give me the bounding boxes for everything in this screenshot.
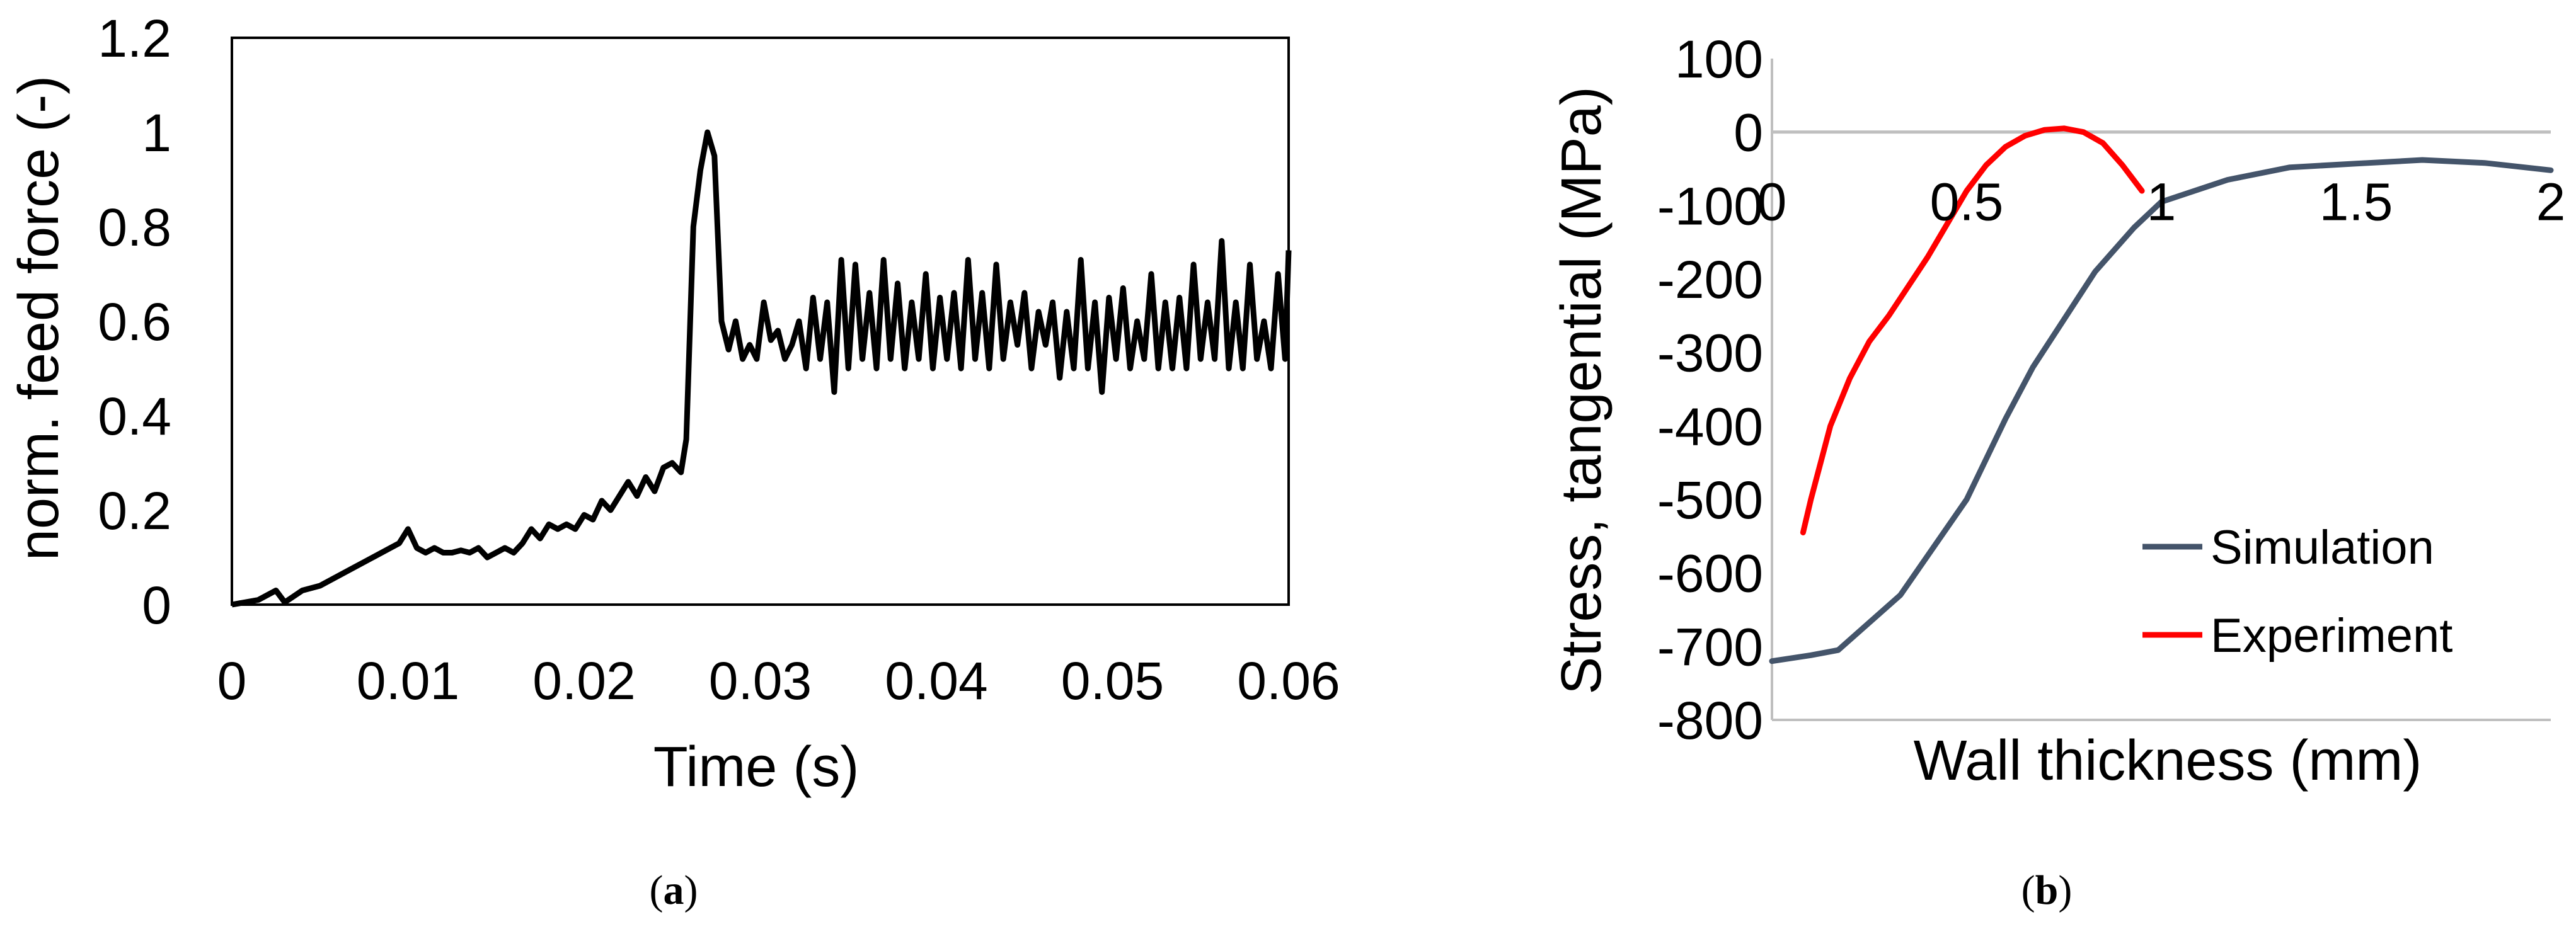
legend-simulation-label: Simulation	[2211, 521, 2434, 574]
chart-a-x-tick-label: 0.02	[532, 651, 636, 710]
chart-a-plot-area	[231, 37, 1292, 608]
chart-a-x-tick-label: 0.06	[1237, 651, 1340, 710]
chart-b-y-tick-label: 100	[1675, 30, 1763, 89]
chart-a-series-0-line	[231, 129, 1292, 608]
chart-b-x-ticks: 0 0.5 1 1.5 2	[1757, 173, 2566, 232]
chart-a-x-tick-label: 0.05	[1061, 651, 1164, 710]
chart-a-y-tick-label: 1	[142, 103, 171, 162]
chart-b-plot-area	[1769, 59, 2554, 721]
chart-a-caption: (a)	[650, 867, 698, 913]
chart-b-legend: Simulation Experiment	[2142, 521, 2452, 663]
chart-b-series-simulation-line	[1769, 157, 2554, 664]
chart-b-x-tick-label: 1.5	[2320, 173, 2393, 232]
chart-a-x-tick-label: 0	[217, 651, 247, 710]
chart-b-y-tick-label: -200	[1657, 250, 1763, 309]
chart-a-x-axis-title: Time (s)	[653, 736, 860, 799]
chart-b-y-tick-label: -500	[1657, 470, 1763, 530]
chart-a-x-tick-label: 0.01	[357, 651, 460, 710]
chart-b-x-tick-label: 1	[2147, 173, 2176, 232]
chart-a-y-tick-label: 0.8	[98, 198, 171, 257]
chart-b-y-tick-label: -600	[1657, 544, 1763, 603]
chart-b-series-experiment-line	[1800, 125, 2145, 535]
chart-b-y-tick-label: 0	[1734, 103, 1763, 162]
chart-a-y-tick-label: 0	[142, 576, 171, 635]
chart-a-y-tick-label: 0.4	[98, 387, 171, 446]
chart-b-y-tick-label: -300	[1657, 324, 1763, 383]
chart-a-x-tick-label: 0.03	[709, 651, 812, 710]
chart-a-y-axis-title: norm. feed force (-)	[8, 76, 71, 561]
chart-a-y-ticks: 0 0.2 0.4 0.6 0.8 1 1.2	[98, 9, 171, 635]
chart-a-y-tick-label: 1.2	[98, 9, 171, 68]
chart-a-x-tick-label: 0.04	[885, 651, 988, 710]
chart-b-x-tick-label: 2	[2536, 173, 2566, 232]
chart-a-x-ticks: 0 0.01 0.02 0.03 0.04 0.05 0.06	[217, 651, 1340, 710]
chart-b-x-tick-label: 0	[1757, 173, 1787, 232]
chart-b-x-tick-label: 0.5	[1930, 173, 2004, 232]
chart-b-y-tick-label: -700	[1657, 617, 1763, 676]
chart-b-y-tick-label: -400	[1657, 397, 1763, 456]
chart-a-feed-force: 0 0.01 0.02 0.03 0.04 0.05 0.06 0 0.2 0.4 0.6 0.8 1…	[8, 9, 1340, 913]
chart-b-caption: (b)	[2021, 867, 2073, 913]
legend-experiment-label: Experiment	[2211, 609, 2452, 663]
chart-b-y-tick-label: -100	[1657, 176, 1763, 236]
chart-a-y-tick-label: 0.6	[98, 292, 171, 351]
chart-b-y-axis-title: Stress, tangential (MPa)	[1550, 86, 1613, 694]
chart-b-y-tick-label: -800	[1657, 691, 1763, 750]
chart-b-tangential-stress: 0 0.5 1 1.5 2 1000-100-200-300-400-500-600-7…	[1550, 30, 2565, 913]
chart-b-x-axis-title: Wall thickness (mm)	[1914, 729, 2422, 792]
chart-a-y-tick-label: 0.2	[98, 481, 171, 540]
chart-b-y-ticks: 100 0 -100 -200 -300 -400 -500 -600 -700 -800	[1657, 30, 1763, 750]
